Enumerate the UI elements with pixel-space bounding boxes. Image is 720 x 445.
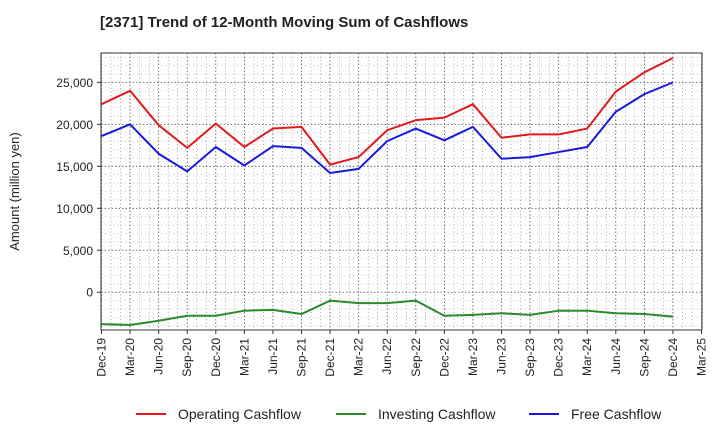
series-line-investing-cashflow [101,299,674,326]
x-tick-label: Dec-24 [666,338,680,377]
y-tick-label: 10,000 [56,202,93,216]
x-tick-label: Mar-20 [123,338,137,376]
x-tick-label: Mar-25 [695,338,709,376]
y-tick-label: 0 [86,286,93,300]
x-tick-label: Jun-24 [609,338,623,375]
legend-label-investing-cashflow: Investing Cashflow [378,406,496,422]
series-line-operating-cashflow [101,57,674,166]
x-tick-label: Jun-20 [152,338,166,375]
x-tick-label: Dec-20 [209,338,223,377]
x-tick-label: Dec-23 [552,338,566,377]
x-tick-label: Dec-19 [95,338,109,377]
x-tick-label: Jun-21 [266,338,280,375]
x-tick-label: Mar-22 [352,338,366,376]
legend-label-free-cashflow: Free Cashflow [571,406,662,422]
x-tick-label: Sep-22 [409,338,423,377]
x-tick-label: Sep-23 [523,338,537,377]
x-tick-label: Dec-22 [437,338,451,377]
y-tick-label: 5,000 [63,244,93,258]
y-tick-label: 15,000 [56,160,93,174]
chart-title: [2371] Trend of 12-Month Moving Sum of C… [100,14,469,31]
y-tick-label: 25,000 [56,76,93,90]
y-tick-label: 20,000 [56,118,93,132]
x-tick-label: Mar-23 [466,338,480,376]
x-tick-label: Mar-21 [237,338,251,376]
legend-label-operating-cashflow: Operating Cashflow [178,406,302,422]
x-tick-label: Jun-22 [380,338,394,375]
x-tick-label: Sep-21 [295,338,309,377]
plot-area-border [100,52,703,331]
x-tick-label: Mar-24 [580,338,594,376]
x-tick-label: Jun-23 [495,338,509,375]
x-tick-label: Dec-21 [323,338,337,377]
x-tick-label: Sep-24 [637,338,651,377]
series-line-free-cashflow [101,81,674,175]
x-tick-label: Sep-20 [180,338,194,377]
y-axis-label: Amount (million yen) [7,132,22,251]
